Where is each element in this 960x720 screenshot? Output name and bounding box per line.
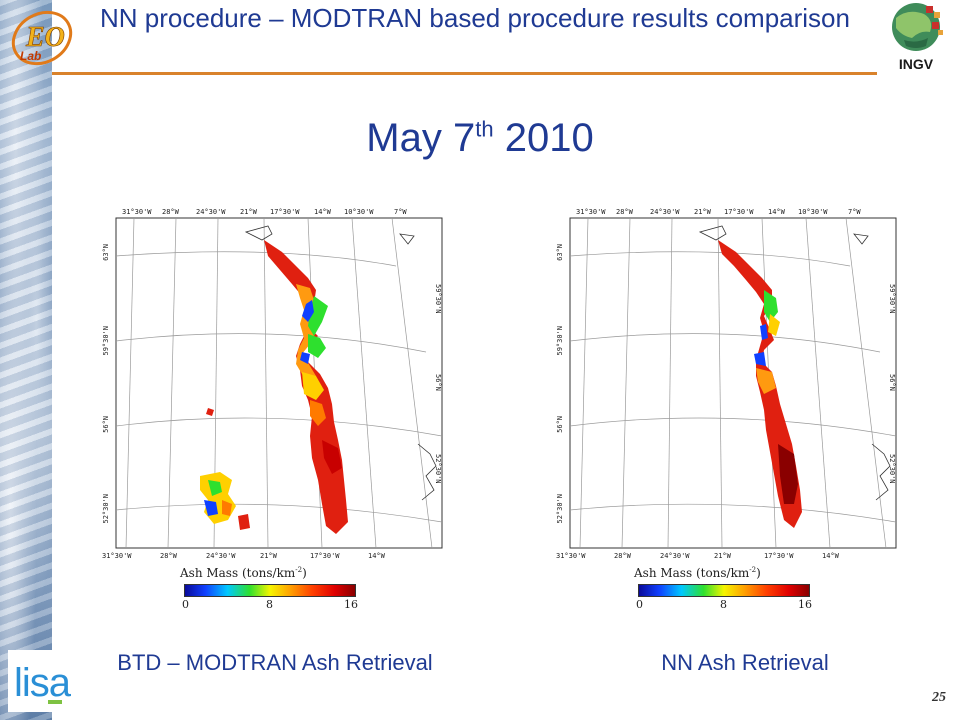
bottom-lon-label: 17°30'W xyxy=(310,552,340,560)
top-lon-label: 24°30'W xyxy=(650,208,680,216)
top-lon-label: 24°30'W xyxy=(196,208,226,216)
bottom-lon-label: 21°W xyxy=(260,552,277,560)
colorbar-tick: 8 xyxy=(720,598,727,611)
date-year: 2010 xyxy=(493,116,594,160)
ash-mass-colorbar: Ash Mass (tons/km-2) 0 8 16 xyxy=(170,566,360,618)
date-heading: May 7th 2010 xyxy=(0,116,960,161)
svg-text:EO: EO xyxy=(25,22,65,53)
colorbar-title-sup: -2 xyxy=(749,566,757,574)
top-lon-label: 7°W xyxy=(394,208,407,216)
colorbar-title-end: ) xyxy=(756,566,761,580)
top-lon-label: 31°30'W xyxy=(576,208,606,216)
top-lon-label: 10°30'W xyxy=(798,208,828,216)
bottom-lon-label: 28°W xyxy=(614,552,631,560)
date-main: May 7 xyxy=(366,116,476,160)
title-divider xyxy=(52,72,877,75)
right-lat-label: 56°N xyxy=(434,374,442,391)
left-lat-label: 59°30'N xyxy=(556,326,564,356)
ingv-logo-text: INGV xyxy=(898,56,934,72)
lisa-logo: lisa xyxy=(8,650,104,712)
left-map-caption: BTD – MODTRAN Ash Retrieval xyxy=(117,650,433,675)
colorbar-title-text: Ash Mass (tons/km xyxy=(180,566,296,580)
left-lat-label: 63°N xyxy=(102,244,110,261)
bottom-lon-label: 24°30'W xyxy=(660,552,690,560)
colorbar-tick: 0 xyxy=(636,598,643,611)
top-lon-label: 31°30'W xyxy=(122,208,152,216)
top-lon-label: 10°30'W xyxy=(344,208,374,216)
right-map-caption: NN Ash Retrieval xyxy=(661,650,829,675)
btd-ash-map-graphic xyxy=(115,217,443,549)
slide-title: NN procedure – MODTRAN based procedure r… xyxy=(100,3,850,33)
bottom-lon-label: 14°W xyxy=(368,552,385,560)
top-lon-label: 21°W xyxy=(240,208,257,216)
colorbar-tick: 8 xyxy=(266,598,273,611)
bottom-lon-label: 21°W xyxy=(714,552,731,560)
bottom-lon-label: 28°W xyxy=(160,552,177,560)
top-lon-label: 14°W xyxy=(314,208,331,216)
colorbar-tick: 0 xyxy=(182,598,189,611)
top-lon-label: 14°W xyxy=(768,208,785,216)
colorbar-title: Ash Mass (tons/km-2) xyxy=(180,566,307,580)
colorbar-tick: 16 xyxy=(344,598,358,611)
bottom-lon-label: 31°30'W xyxy=(556,552,586,560)
eo-lab-logo: EO Lab xyxy=(6,2,78,72)
colorbar-title-sup: -2 xyxy=(295,566,303,574)
nn-ash-map: 31°30'W 28°W 24°30'W 21°W 17°30'W 14°W 1… xyxy=(550,204,902,564)
left-lat-label: 52°30'N xyxy=(556,494,564,524)
right-lat-label: 59°30'N xyxy=(888,284,896,314)
svg-text:Lab: Lab xyxy=(20,49,41,63)
colorbar-tick: 16 xyxy=(798,598,812,611)
right-lat-label: 59°30'N xyxy=(434,284,442,314)
top-lon-label: 17°30'W xyxy=(270,208,300,216)
satellite-image-strip xyxy=(0,0,52,720)
top-lon-label: 7°W xyxy=(848,208,861,216)
left-lat-label: 56°N xyxy=(556,416,564,433)
top-lon-label: 28°W xyxy=(162,208,179,216)
left-lat-label: 56°N xyxy=(102,416,110,433)
btd-ash-map: 31°30'W 28°W 24°30'W 21°W 17°30'W 14°W 1… xyxy=(96,204,448,564)
svg-text:lisa: lisa xyxy=(14,661,72,705)
nn-ash-map-graphic xyxy=(569,217,897,549)
ash-mass-colorbar: Ash Mass (tons/km-2) 0 8 16 xyxy=(624,566,814,618)
bottom-lon-label: 24°30'W xyxy=(206,552,236,560)
colorbar-title-end: ) xyxy=(302,566,307,580)
left-lat-label: 63°N xyxy=(556,244,564,261)
right-lat-label: 56°N xyxy=(888,374,896,391)
bottom-lon-label: 17°30'W xyxy=(764,552,794,560)
right-lat-label: 52°30'N xyxy=(434,454,442,484)
colorbar-title-text: Ash Mass (tons/km xyxy=(634,566,750,580)
right-lat-label: 52°30'N xyxy=(888,454,896,484)
ingv-logo: INGV xyxy=(876,0,956,78)
top-lon-label: 28°W xyxy=(616,208,633,216)
left-lat-label: 52°30'N xyxy=(102,494,110,524)
colorbar-gradient xyxy=(638,584,810,597)
top-lon-label: 21°W xyxy=(694,208,711,216)
page-number: 25 xyxy=(932,690,946,705)
bottom-lon-label: 14°W xyxy=(822,552,839,560)
top-lon-label: 17°30'W xyxy=(724,208,754,216)
date-superscript: th xyxy=(475,116,494,142)
left-lat-label: 59°30'N xyxy=(102,326,110,356)
colorbar-gradient xyxy=(184,584,356,597)
colorbar-title: Ash Mass (tons/km-2) xyxy=(634,566,761,580)
bottom-lon-label: 31°30'W xyxy=(102,552,132,560)
